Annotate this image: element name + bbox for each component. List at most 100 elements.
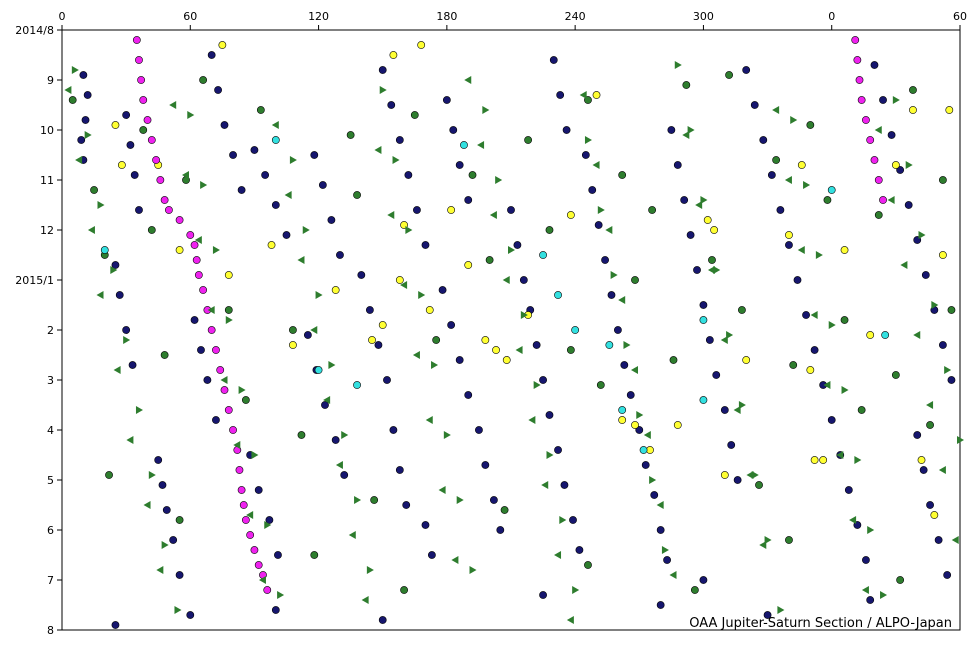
data-point — [421, 521, 430, 529]
data-point — [190, 241, 199, 249]
data-point — [110, 266, 118, 274]
data-point — [431, 361, 439, 369]
data-point — [874, 211, 883, 219]
data-point — [389, 51, 398, 59]
data-point — [541, 481, 549, 489]
data-point — [545, 411, 554, 419]
data-point — [918, 231, 926, 239]
data-point — [265, 516, 274, 524]
data-point — [605, 226, 613, 234]
data-point — [126, 436, 134, 444]
y-tick-label: 8 — [47, 624, 54, 637]
data-point — [827, 416, 836, 424]
data-point — [447, 321, 456, 329]
data-point — [123, 336, 131, 344]
data-point — [225, 316, 233, 324]
data-point — [610, 271, 618, 279]
data-point — [357, 271, 366, 279]
y-tick-label: 12 — [40, 224, 54, 237]
data-point — [951, 536, 959, 544]
data-point — [764, 536, 772, 544]
data-point — [126, 141, 135, 149]
data-point — [892, 96, 900, 104]
data-point — [84, 131, 92, 139]
data-point — [802, 311, 810, 319]
data-point — [237, 486, 246, 494]
data-point — [763, 611, 772, 619]
data-point — [449, 126, 458, 134]
data-point — [596, 381, 605, 389]
data-point — [926, 421, 934, 429]
data-point — [81, 116, 90, 124]
data-point — [331, 286, 340, 294]
data-point — [147, 226, 156, 234]
data-point — [200, 181, 208, 189]
y-tick-label: 10 — [40, 124, 54, 137]
data-point — [693, 266, 701, 274]
data-point — [152, 156, 160, 164]
data-point — [139, 96, 148, 104]
data-point — [777, 606, 785, 614]
data-point — [699, 301, 708, 309]
data-point — [90, 186, 98, 194]
data-point — [513, 241, 522, 249]
data-point — [944, 366, 952, 374]
data-point — [197, 346, 205, 354]
data-point — [310, 326, 318, 334]
data-point — [862, 556, 870, 564]
data-point — [237, 186, 246, 194]
data-point — [113, 366, 121, 374]
data-point — [421, 241, 430, 249]
data-point — [643, 431, 651, 439]
data-point — [277, 591, 285, 599]
data-point — [160, 196, 169, 204]
y-axis: 2014/8 9 10 11 12 2015/1 2 3 4 5 6 7 8 — [15, 24, 62, 637]
data-point — [489, 211, 497, 219]
data-point — [566, 616, 574, 624]
data-point — [569, 516, 577, 524]
x-tick-label: 0 — [59, 10, 66, 23]
data-point — [819, 456, 828, 464]
data-point — [169, 536, 178, 544]
data-point — [560, 481, 569, 489]
data-point — [261, 171, 270, 179]
x-tick-label: 60 — [953, 10, 967, 23]
data-point — [331, 436, 340, 444]
data-point — [712, 371, 721, 379]
data-point — [187, 111, 195, 119]
data-point — [169, 101, 177, 109]
data-point — [492, 346, 500, 354]
data-point — [515, 346, 523, 354]
data-point — [251, 451, 259, 459]
data-point — [410, 111, 419, 119]
data-point — [303, 331, 312, 339]
data-point — [199, 286, 208, 294]
data-point — [365, 306, 374, 314]
data-point — [874, 126, 882, 134]
data-point — [656, 601, 665, 609]
data-point — [726, 331, 734, 339]
data-point — [366, 566, 374, 574]
data-point — [75, 156, 83, 164]
data-point — [370, 496, 379, 504]
data-point — [772, 156, 781, 164]
data-point — [755, 481, 763, 489]
data-point — [137, 76, 146, 84]
data-point — [353, 381, 361, 389]
data-point — [77, 136, 86, 144]
y-tick-label: 9 — [47, 74, 54, 87]
data-point — [482, 106, 490, 114]
data-point — [481, 336, 490, 344]
data-point — [87, 226, 95, 234]
data-point — [663, 556, 671, 564]
data-point — [815, 251, 823, 259]
data-point — [143, 116, 152, 124]
data-point — [806, 366, 815, 374]
data-point — [413, 206, 421, 214]
data-point — [841, 386, 849, 394]
data-point — [186, 231, 195, 239]
data-point — [250, 146, 259, 154]
data-point — [383, 376, 391, 384]
data-point — [241, 516, 250, 524]
data-point — [199, 76, 208, 84]
